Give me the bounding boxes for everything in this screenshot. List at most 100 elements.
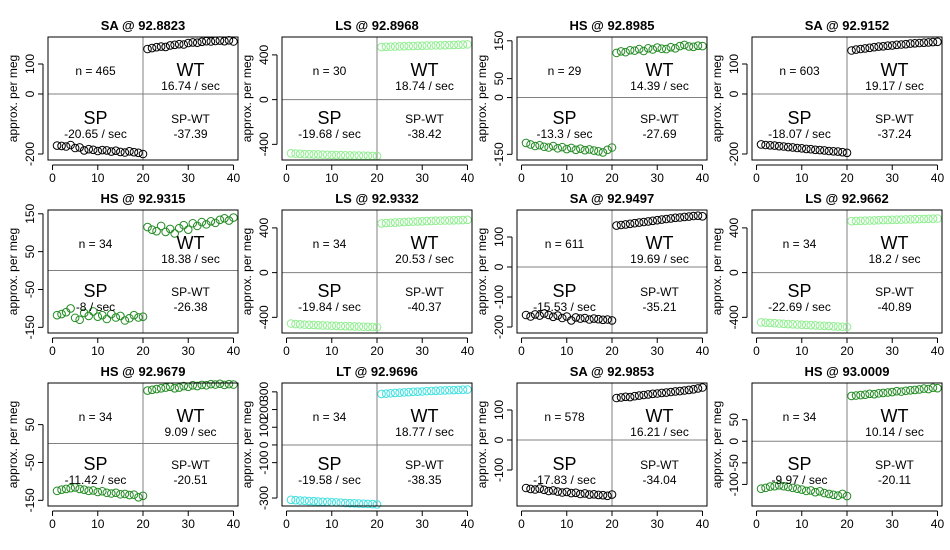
sp-rate-label: -15.53 / sec	[533, 300, 596, 314]
sp-point	[97, 145, 107, 155]
sp-point	[598, 315, 608, 325]
y-tick-label: 400	[257, 218, 271, 238]
wt-point	[910, 39, 920, 48]
wt-point	[887, 387, 897, 397]
sp-point	[792, 143, 802, 153]
wt-point	[698, 383, 707, 392]
x-tick-label: 40	[696, 171, 710, 185]
wt-point	[684, 385, 694, 395]
y-axis-label: approx. per meg	[240, 401, 254, 488]
wt-point	[693, 41, 703, 51]
panel-10: LT @ 92.9696 0 10 20 30 40 -300 -100 0 100200300a…	[240, 364, 474, 531]
sp-label: SP	[317, 108, 341, 128]
x-tick-label: 10	[91, 171, 105, 185]
sp-point	[770, 481, 779, 491]
x-tick-label: 10	[795, 517, 809, 531]
wt-point	[386, 388, 395, 398]
sp-point	[535, 311, 544, 320]
sp-wt-label: SP-WT	[171, 458, 210, 472]
wt-point	[887, 215, 897, 225]
sp-point	[824, 146, 834, 156]
sp-point	[304, 320, 314, 330]
wt-point	[417, 216, 427, 226]
wt-point	[919, 38, 929, 48]
sp-point	[116, 489, 125, 499]
sp-wt-label: SP-WT	[640, 112, 679, 126]
sp-point	[594, 314, 603, 324]
wt-point	[612, 48, 621, 58]
sp-point	[93, 487, 103, 497]
y-axis-label: approx. per meg	[6, 228, 20, 315]
sp-point	[801, 144, 811, 154]
y-axis-label: approx. per meg	[6, 401, 20, 488]
sp-point	[57, 309, 66, 319]
sp-point	[372, 322, 382, 332]
sp-rate-label: -22.69 / sec	[768, 300, 831, 314]
sp-point	[295, 149, 305, 159]
y-tick-label: 400	[257, 45, 271, 65]
wt-point	[417, 387, 427, 396]
wt-point	[634, 391, 644, 400]
wt-point	[183, 382, 193, 392]
sp-point	[313, 320, 323, 330]
x-tick-label: 30	[886, 344, 900, 358]
sp-point	[526, 312, 535, 321]
wt-point	[174, 223, 184, 233]
sp-point	[70, 313, 80, 323]
sp-point	[815, 487, 825, 496]
wt-point	[680, 40, 689, 50]
sp-point	[603, 145, 612, 155]
sp-point	[120, 316, 130, 325]
wt-point	[892, 40, 902, 50]
wt-point	[869, 389, 879, 399]
wt-point	[440, 216, 450, 225]
wt-point	[192, 381, 202, 391]
sp-point	[79, 308, 89, 318]
y-tick-label: 150	[492, 30, 506, 50]
sp-point	[66, 483, 75, 493]
wt-point	[188, 38, 198, 47]
panel-title: SA @ 92.9853	[570, 364, 654, 379]
sp-wt-value: -40.89	[877, 300, 911, 314]
wt-rate-label: 18.2 / sec	[868, 252, 920, 266]
sp-point	[566, 316, 576, 325]
sp-point	[125, 490, 134, 500]
wt-point	[152, 226, 161, 236]
plot-frame	[751, 36, 943, 161]
wt-point	[147, 225, 157, 234]
y-tick-label: 100	[257, 417, 271, 437]
x-tick-label: 20	[840, 517, 854, 531]
wt-point	[413, 217, 423, 226]
sp-point	[313, 497, 323, 506]
wt-point	[661, 388, 671, 397]
sp-point	[138, 312, 148, 322]
wt-point	[377, 389, 386, 399]
y-tick-label: 50	[23, 245, 37, 259]
sp-label: SP	[83, 454, 107, 474]
x-tick-label: 30	[651, 344, 665, 358]
sp-point	[553, 311, 563, 320]
y-tick-label: 0	[727, 438, 741, 445]
sp-point	[93, 146, 103, 156]
sp-point	[820, 488, 829, 498]
sp-point	[603, 315, 612, 324]
wt-label: WT	[881, 233, 909, 253]
sp-point	[345, 151, 355, 160]
wt-point	[161, 383, 170, 392]
wt-point	[896, 387, 906, 396]
wt-point	[454, 385, 463, 395]
sp-point	[70, 143, 80, 153]
sp-point	[829, 490, 838, 500]
y-axis-label: approx. per meg	[475, 55, 489, 142]
x-tick-label: 40	[931, 517, 945, 531]
panel-title: LS @ 92.9332	[335, 191, 419, 206]
wt-point	[621, 392, 630, 402]
x-tick-label: 0	[49, 517, 56, 531]
sp-point	[304, 149, 314, 159]
y-tick-label: -400	[257, 305, 271, 329]
wt-point	[892, 215, 902, 225]
wt-point	[612, 221, 621, 230]
sp-rate-label: -9.97 / sec	[771, 473, 827, 487]
wt-point	[147, 385, 157, 395]
